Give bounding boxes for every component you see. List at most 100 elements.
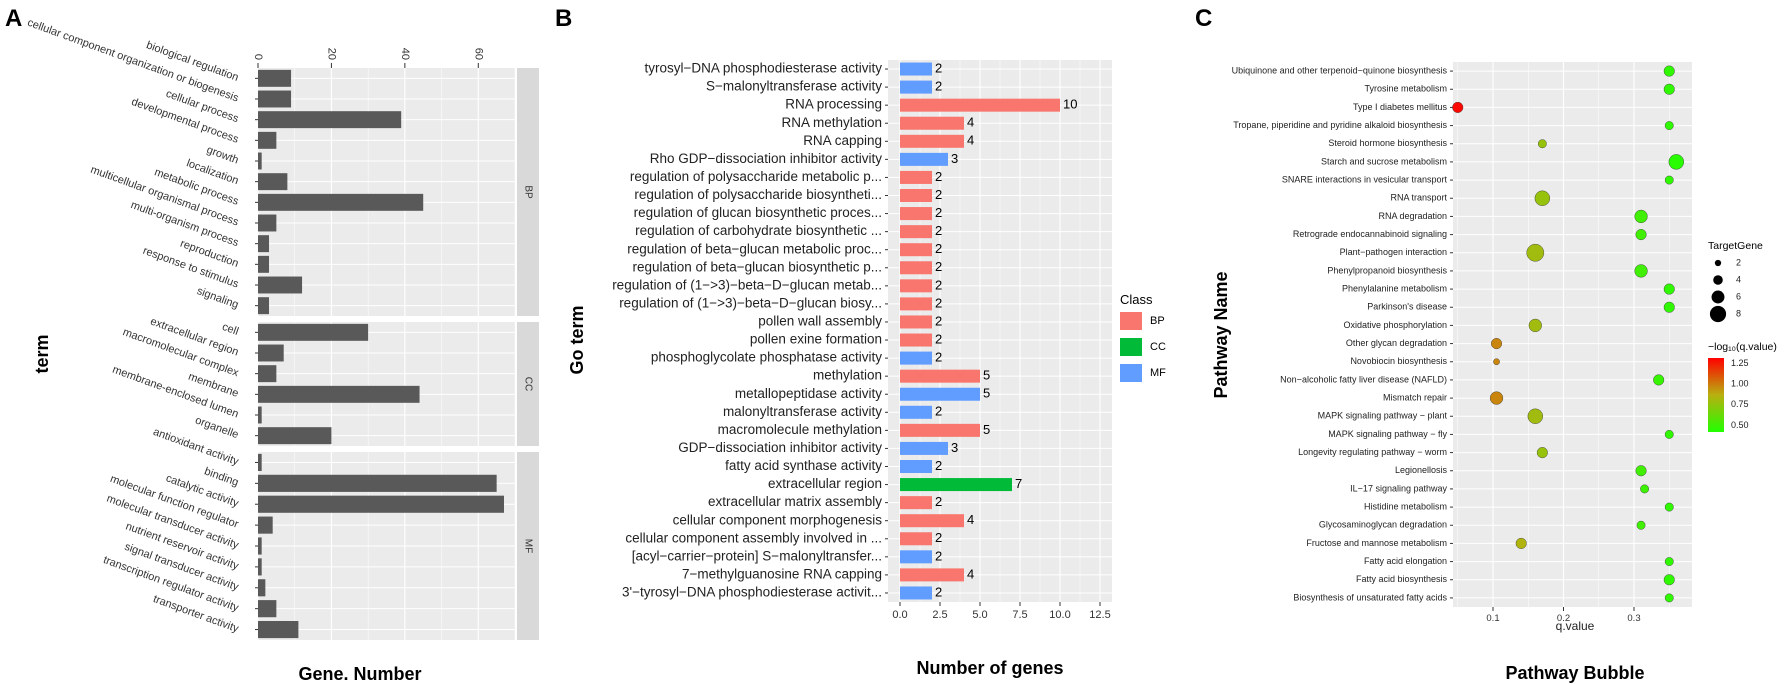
b-value-label: 2 xyxy=(935,295,942,310)
c-pathway-label: Non−alcoholic fatty liver disease (NAFLD… xyxy=(1280,374,1447,384)
c-bubble-tropane-piperidine-and-pyridine-alkaloid-biosynthesis xyxy=(1664,121,1674,130)
a-bar-organelle xyxy=(258,427,332,445)
a-bar-signal-transducer-activity xyxy=(258,579,266,597)
b-value-label: 5 xyxy=(983,386,990,401)
a-bar-developmental-process xyxy=(258,131,277,149)
a-facet-label-mf: MF xyxy=(522,539,533,553)
b-value-label: 2 xyxy=(935,169,942,184)
a-bar-metabolic-process xyxy=(258,193,424,211)
c-pathway-label: Parkinson's disease xyxy=(1367,302,1447,312)
chart-b-go-enrichment: 2 tyrosyl−DNA phosphodiesterase activity 2… xyxy=(567,60,1166,678)
b-bar-rna-processing xyxy=(900,98,1060,112)
b-category-label: Rho GDP−dissociation inhibitor activity xyxy=(650,151,882,166)
a-bar-membrane-enclosed-lumen xyxy=(258,406,262,424)
c-bubble-histidine-metabolism xyxy=(1664,502,1674,512)
a-y-axis-title: term xyxy=(32,334,52,373)
b-legend-key-mf xyxy=(1120,364,1142,382)
c-color-legend-label: 1.00 xyxy=(1731,379,1749,389)
b-legend-key-cc xyxy=(1120,338,1142,356)
c-bubble-parkinson-s-disease xyxy=(1663,301,1675,313)
b-category-label: methylation xyxy=(813,368,882,383)
b-category-label: regulation of beta−glucan metabolic proc… xyxy=(627,241,882,256)
b-category-label: extracellular matrix assembly xyxy=(708,494,882,509)
a-bar-multicellular-organismal-process xyxy=(258,214,277,232)
b-value-label: 7 xyxy=(1015,476,1022,491)
a-bar-binding xyxy=(258,474,497,492)
b-category-label: RNA processing xyxy=(785,97,882,112)
c-bubble-plant-pathogen-interaction xyxy=(1526,243,1545,262)
c-pathway-label: Oxidative phosphorylation xyxy=(1343,320,1447,330)
c-x-tick-label: 0.3 xyxy=(1627,613,1640,624)
b-category-label: cellular component assembly involved in … xyxy=(625,530,882,545)
b-legend-label-bp: BP xyxy=(1150,315,1165,327)
b-bar-regulation-of-carbohydrate-biosynthetic xyxy=(900,225,932,239)
c-bubble-biosynthesis-of-unsaturated-fatty-acids xyxy=(1664,593,1674,603)
c-bubble-il-17-signaling-pathway xyxy=(1640,484,1649,494)
b-bar-cellular-component-morphogenesis xyxy=(900,514,964,528)
c-bubble-other-glycan-degradation xyxy=(1491,338,1503,350)
b-category-label: extracellular region xyxy=(768,476,882,491)
b-value-label: 4 xyxy=(967,115,974,130)
c-bubble-mapk-signaling-pathway-fly xyxy=(1664,430,1674,439)
b-bar-rna-capping xyxy=(900,134,964,148)
b-bar-cellular-component-assembly-involved-in xyxy=(900,532,932,546)
b-legend-label-mf: MF xyxy=(1150,367,1166,379)
c-pathway-label: Starch and sucrose metabolism xyxy=(1321,156,1447,166)
c-bubble-longevity-regulating-pathway-worm xyxy=(1536,447,1548,459)
c-bubble-legionellosis xyxy=(1635,465,1647,477)
b-value-label: 2 xyxy=(935,241,942,256)
a-bar-extracellular-region xyxy=(258,344,284,362)
c-bubble-glycosaminoglycan-degradation xyxy=(1636,520,1646,530)
a-x-tick-label: 20 xyxy=(326,48,338,60)
a-bar-macromolecular-complex xyxy=(258,365,277,383)
b-bar-acyl-carrier-protein-s-malonyltransfer xyxy=(900,550,932,564)
b-category-label: pollen wall assembly xyxy=(758,314,882,329)
b-bar-extracellular-region xyxy=(900,478,1012,492)
c-bubble-snare-interactions-in-vesicular-transport xyxy=(1664,175,1674,185)
c-pathway-label: Longevity regulating pathway − worm xyxy=(1298,447,1447,457)
a-bar-molecular-transducer-activity xyxy=(258,537,262,555)
chart-c-pathway-bubble: Ubiquinone and other terpenoid−quinone b… xyxy=(1211,62,1777,683)
c-size-legend-label: 8 xyxy=(1736,308,1741,318)
b-value-label: 4 xyxy=(967,566,974,581)
c-pathway-label: MAPK signaling pathway − plant xyxy=(1318,411,1448,421)
c-pathway-label: IL−17 signaling pathway xyxy=(1350,483,1447,493)
b-value-label: 2 xyxy=(935,79,942,94)
a-bar-growth xyxy=(258,152,262,170)
b-value-label: 3 xyxy=(951,151,958,166)
b-category-label: 7−methylguanosine RNA capping xyxy=(682,566,882,581)
c-pathway-label: Histidine metabolism xyxy=(1364,501,1447,511)
c-size-legend-label: 2 xyxy=(1736,257,1741,267)
panel-label-a: A xyxy=(5,5,22,32)
a-bar-antioxidant-activity xyxy=(258,453,262,472)
b-value-label: 5 xyxy=(983,368,990,383)
b-legend-key-bp xyxy=(1120,312,1142,330)
c-size-legend-dot xyxy=(1713,275,1723,285)
b-category-label: regulation of polysaccharide metabolic p… xyxy=(630,169,882,184)
a-category-label: binding xyxy=(203,465,240,488)
b-y-axis-title: Go term xyxy=(567,305,587,374)
c-pathway-label: Fatty acid biosynthesis xyxy=(1356,574,1448,584)
b-value-label: 10 xyxy=(1063,97,1077,112)
c-pathway-label: Glycosaminoglycan degradation xyxy=(1319,520,1447,530)
c-color-legend-title: −log₁₀(q.value) xyxy=(1708,341,1777,353)
b-category-label: [acyl−carrier−protein] S−malonyltransfer… xyxy=(632,548,882,563)
b-value-label: 2 xyxy=(935,187,942,202)
b-category-label: regulation of carbohydrate biosynthetic … xyxy=(635,223,882,238)
c-size-legend-label: 4 xyxy=(1736,274,1741,284)
c-pathway-label: Tropane, piperidine and pyridine alkaloi… xyxy=(1233,120,1447,130)
a-x-axis-title: Gene. Number xyxy=(298,664,421,684)
b-legend-label-cc: CC xyxy=(1150,341,1166,353)
c-size-legend-dot xyxy=(1709,305,1727,323)
a-bar-nutrient-reservoir-activity xyxy=(258,558,262,576)
b-x-tick-label: 0.0 xyxy=(892,609,907,621)
b-x-tick-label: 2.5 xyxy=(932,609,947,621)
b-category-label: pollen exine formation xyxy=(750,332,882,347)
c-chart-title: Pathway Bubble xyxy=(1505,663,1644,683)
b-bar-regulation-of-polysaccharide-biosyntheti xyxy=(900,188,932,203)
panel-label-b: B xyxy=(555,5,572,32)
b-bar-regulation-of-beta-glucan-biosynthetic-p xyxy=(900,261,932,275)
b-category-label: regulation of (1−>3)−beta−D−glucan metab… xyxy=(612,277,882,292)
